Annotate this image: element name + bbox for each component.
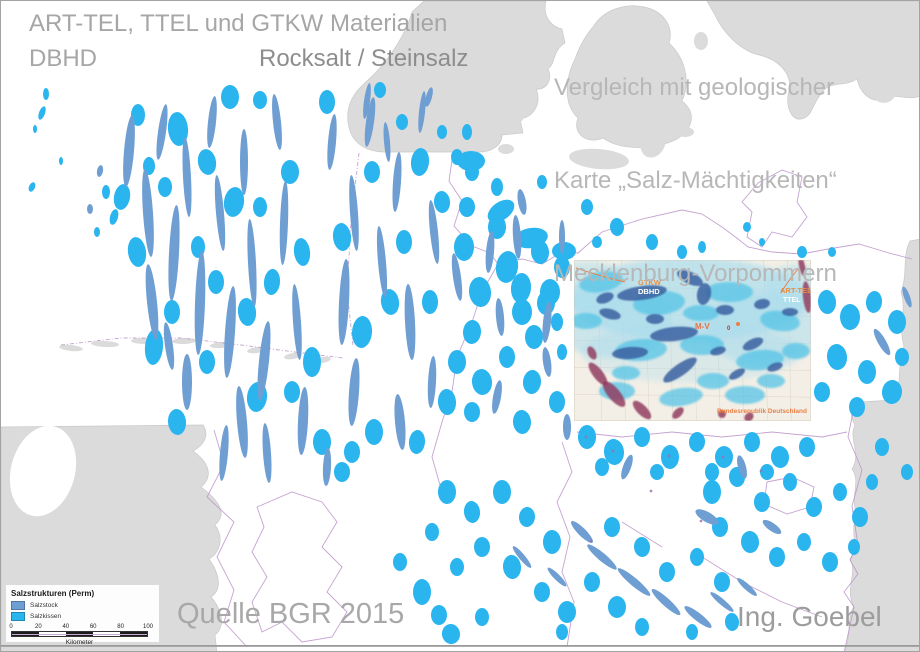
legend-title: Salzstrukturen (Perm) xyxy=(11,589,95,598)
scale-tick: 20 xyxy=(35,624,42,630)
inset-label: M-V xyxy=(695,322,710,331)
legend: Salzstrukturen (Perm) Salzstock Salzkiss… xyxy=(6,585,159,646)
scale-tick: 80 xyxy=(117,624,124,630)
inset-label: 0 xyxy=(727,326,731,332)
inset-label: Bundesrepublik Deutschland xyxy=(717,408,807,415)
salzkissen-swatch xyxy=(11,612,25,621)
scale-tick: 40 xyxy=(62,624,70,630)
scale-bar-ticks: 0 20 40 60 80 100 xyxy=(9,624,153,631)
salzstock-layer xyxy=(87,83,912,628)
inset-label: TTEL xyxy=(783,297,801,304)
scale-bar-segments xyxy=(11,631,148,637)
inset-label: GTKW xyxy=(638,278,662,287)
scale-tick: 60 xyxy=(89,624,97,630)
legend-item-salzstock: Salzstock xyxy=(11,601,154,610)
inset-label: ART-TEL xyxy=(780,286,812,295)
scale-bar-unit: Kilometer xyxy=(65,639,94,646)
scale-tick: 100 xyxy=(142,624,154,630)
inset-stock-layer xyxy=(596,269,798,383)
map-frame-line xyxy=(1,645,919,647)
salzstock-label: Salzstock xyxy=(30,602,58,609)
salzstock-swatch xyxy=(11,601,25,610)
scale-tick: 0 xyxy=(9,624,13,630)
salzkissen-label: Salzkissen xyxy=(30,613,62,620)
legend-item-salzkissen: Salzkissen xyxy=(11,612,154,621)
blob-dot-layer xyxy=(584,435,763,543)
inset-maroon-layer xyxy=(587,260,811,421)
scale-bar: 0 20 40 60 80 100 Kilometer xyxy=(9,624,153,646)
salzkissen-layer xyxy=(28,82,913,644)
inset-label: DBHD xyxy=(638,287,660,296)
